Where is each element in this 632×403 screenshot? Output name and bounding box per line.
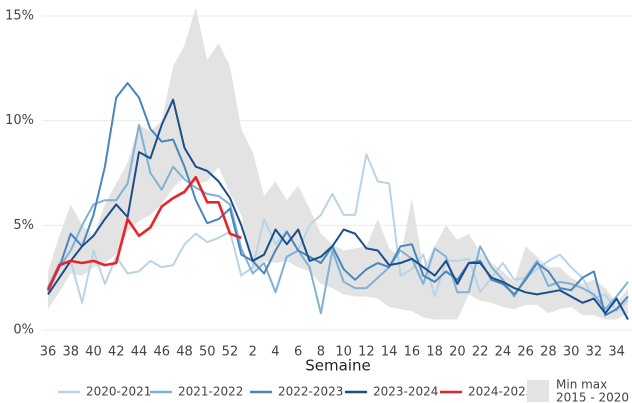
x-tick-label: 42 [108,345,125,360]
x-tick-label: 2 [249,345,257,360]
x-tick-label: 20 [449,345,466,360]
x-tick-label: 16 [404,345,421,360]
x-tick-label: 48 [176,345,193,360]
x-tick-label: 18 [426,345,443,360]
x-tick-label: 12 [358,345,375,360]
x-tick-label: 44 [131,345,148,360]
x-tick-label: 30 [563,345,580,360]
x-tick-label: 46 [153,345,170,360]
legend-label: Min max [556,378,607,392]
x-tick-label: 36 [40,345,57,360]
legend-label: 2021-2022 [178,385,243,399]
legend-label: 2023-2024 [373,385,438,399]
x-axis-label: Semaine [305,357,370,375]
x-tick-label: 40 [85,345,102,360]
x-tick-label: 24 [495,345,512,360]
x-tick-label: 50 [199,345,216,360]
x-tick-label: 34 [608,345,625,360]
legend-item: 2021-2022 [150,385,243,399]
x-tick-label: 38 [62,345,79,360]
series-line [47,153,629,313]
y-tick-label: 15% [5,9,34,24]
x-tick-label: 22 [472,345,489,360]
x-tick-label: 26 [517,345,534,360]
legend-item: 2023-2024 [345,385,438,399]
series-line [47,98,629,320]
x-tick-label: 10 [335,345,352,360]
y-tick-label: 10% [5,113,34,128]
legend-item: 2020-2021 [58,385,151,399]
x-tick-label: 32 [586,345,603,360]
x-tick-label: 14 [381,345,398,360]
x-tick-label: 4 [271,345,279,360]
y-tick-label: 0% [13,323,34,338]
legend-item: 2022-2023 [250,385,343,399]
x-tick-label: 28 [540,345,557,360]
legend-label: 2024-2025 [468,385,533,399]
y-tick-label: 5% [13,218,34,233]
legend-swatch [527,380,549,402]
x-tick-label: 8 [317,345,325,360]
legend-label: 2020-2021 [86,385,151,399]
series-line [47,82,629,317]
min-max-band [48,7,628,320]
x-tick-label: 6 [294,345,302,360]
series-line [46,175,242,291]
series-line [47,123,629,315]
x-tick-label: 52 [222,345,239,360]
legend-item: 2024-2025 [440,385,533,399]
legend-label: 2015 - 2020 [556,391,629,403]
legend-label: 2022-2023 [278,385,343,399]
